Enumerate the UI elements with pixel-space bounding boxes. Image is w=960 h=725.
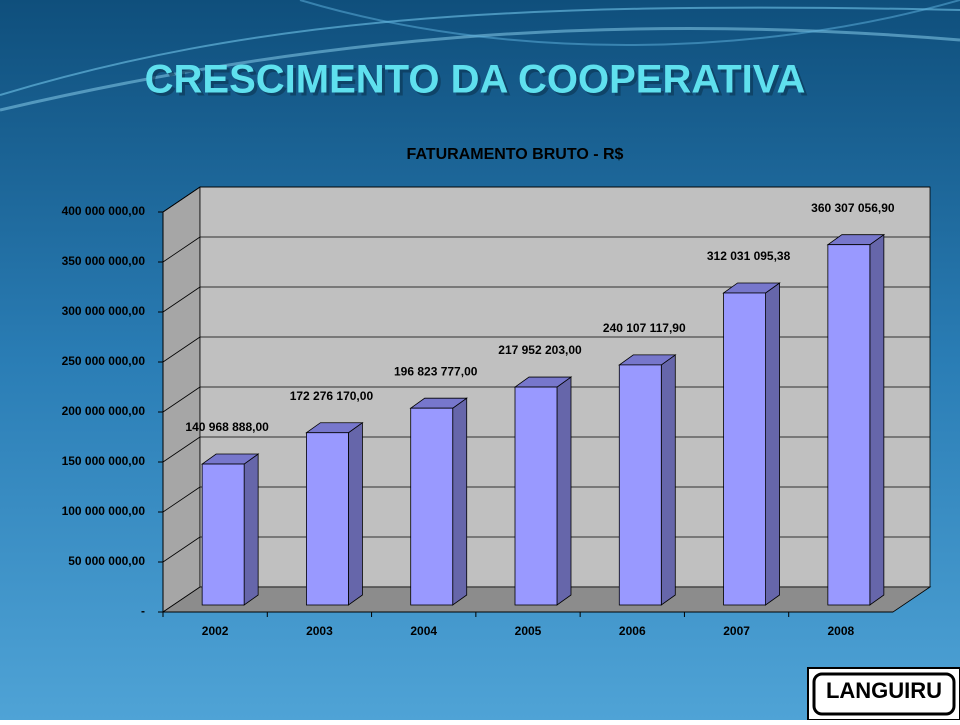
y-tick-label: 350 000 000,00 [62,254,146,268]
bar-side [243,453,259,606]
grid-line [162,436,201,463]
slide-title-shadow: CRESCIMENTO DA COOPERATIVA [148,61,809,105]
grid-line [162,386,201,413]
bar [410,407,454,606]
bar [514,386,558,606]
y-tick-label: 150 000 000,00 [62,454,146,468]
bar [306,432,349,606]
logo-box [807,667,960,721]
bar-side [765,282,780,606]
y-tick-label: 100 000 000,00 [62,504,146,518]
y-tick-label: 400 000 000,00 [62,204,146,218]
bar [723,292,766,606]
bar [201,463,245,606]
grid-line [162,286,201,313]
bar-side [348,421,363,606]
y-tick-label: 300 000 000,00 [62,304,146,318]
grid-line [162,336,201,363]
y-tick-label: - [141,604,145,618]
y-tick-label: 250 000 000,00 [62,354,146,368]
logo: LANGUIRU [807,667,960,721]
swoosh [299,0,960,46]
x-tick-label: 2006 [619,624,646,638]
value-label: 196 823 777,00 [394,364,478,378]
value-label: 240 107 117,90 [603,321,686,335]
grid-line [162,486,201,513]
x-tick-label: 2002 [202,624,229,638]
logo-text: LANGUIRU [826,678,942,703]
bar [618,364,662,606]
bar-side [556,376,572,606]
value-label: 172 276 170,00 [290,389,374,403]
x-tick-label: 2003 [306,624,333,638]
grid-line [162,536,201,563]
bar [827,244,871,606]
slide-title: CRESCIMENTO DA COOPERATIVA [145,58,806,102]
x-tick-label: 2007 [723,624,750,638]
x-tick-label: 2005 [515,624,542,638]
value-label: 217 952 203,00 [498,343,582,357]
swoosh [0,6,960,96]
value-label: 312 031 095,38 [707,249,791,263]
bar-side [869,233,885,606]
swoosh [0,26,960,112]
bar-side [452,397,468,606]
grid-line [162,186,201,213]
bar-side [660,354,676,606]
y-tick-label: 50 000 000,00 [68,554,145,568]
grid-line [162,236,201,263]
x-tick-label: 2004 [410,624,437,638]
value-label: 140 968 888,00 [185,420,269,434]
chart-title: FATURAMENTO BRUTO - R$ [407,146,624,163]
y-tick-label: 200 000 000,00 [62,404,146,418]
logo-frame [812,672,956,716]
value-label: 360 307 056,90 [811,201,895,215]
x-tick-label: 2008 [828,624,855,638]
